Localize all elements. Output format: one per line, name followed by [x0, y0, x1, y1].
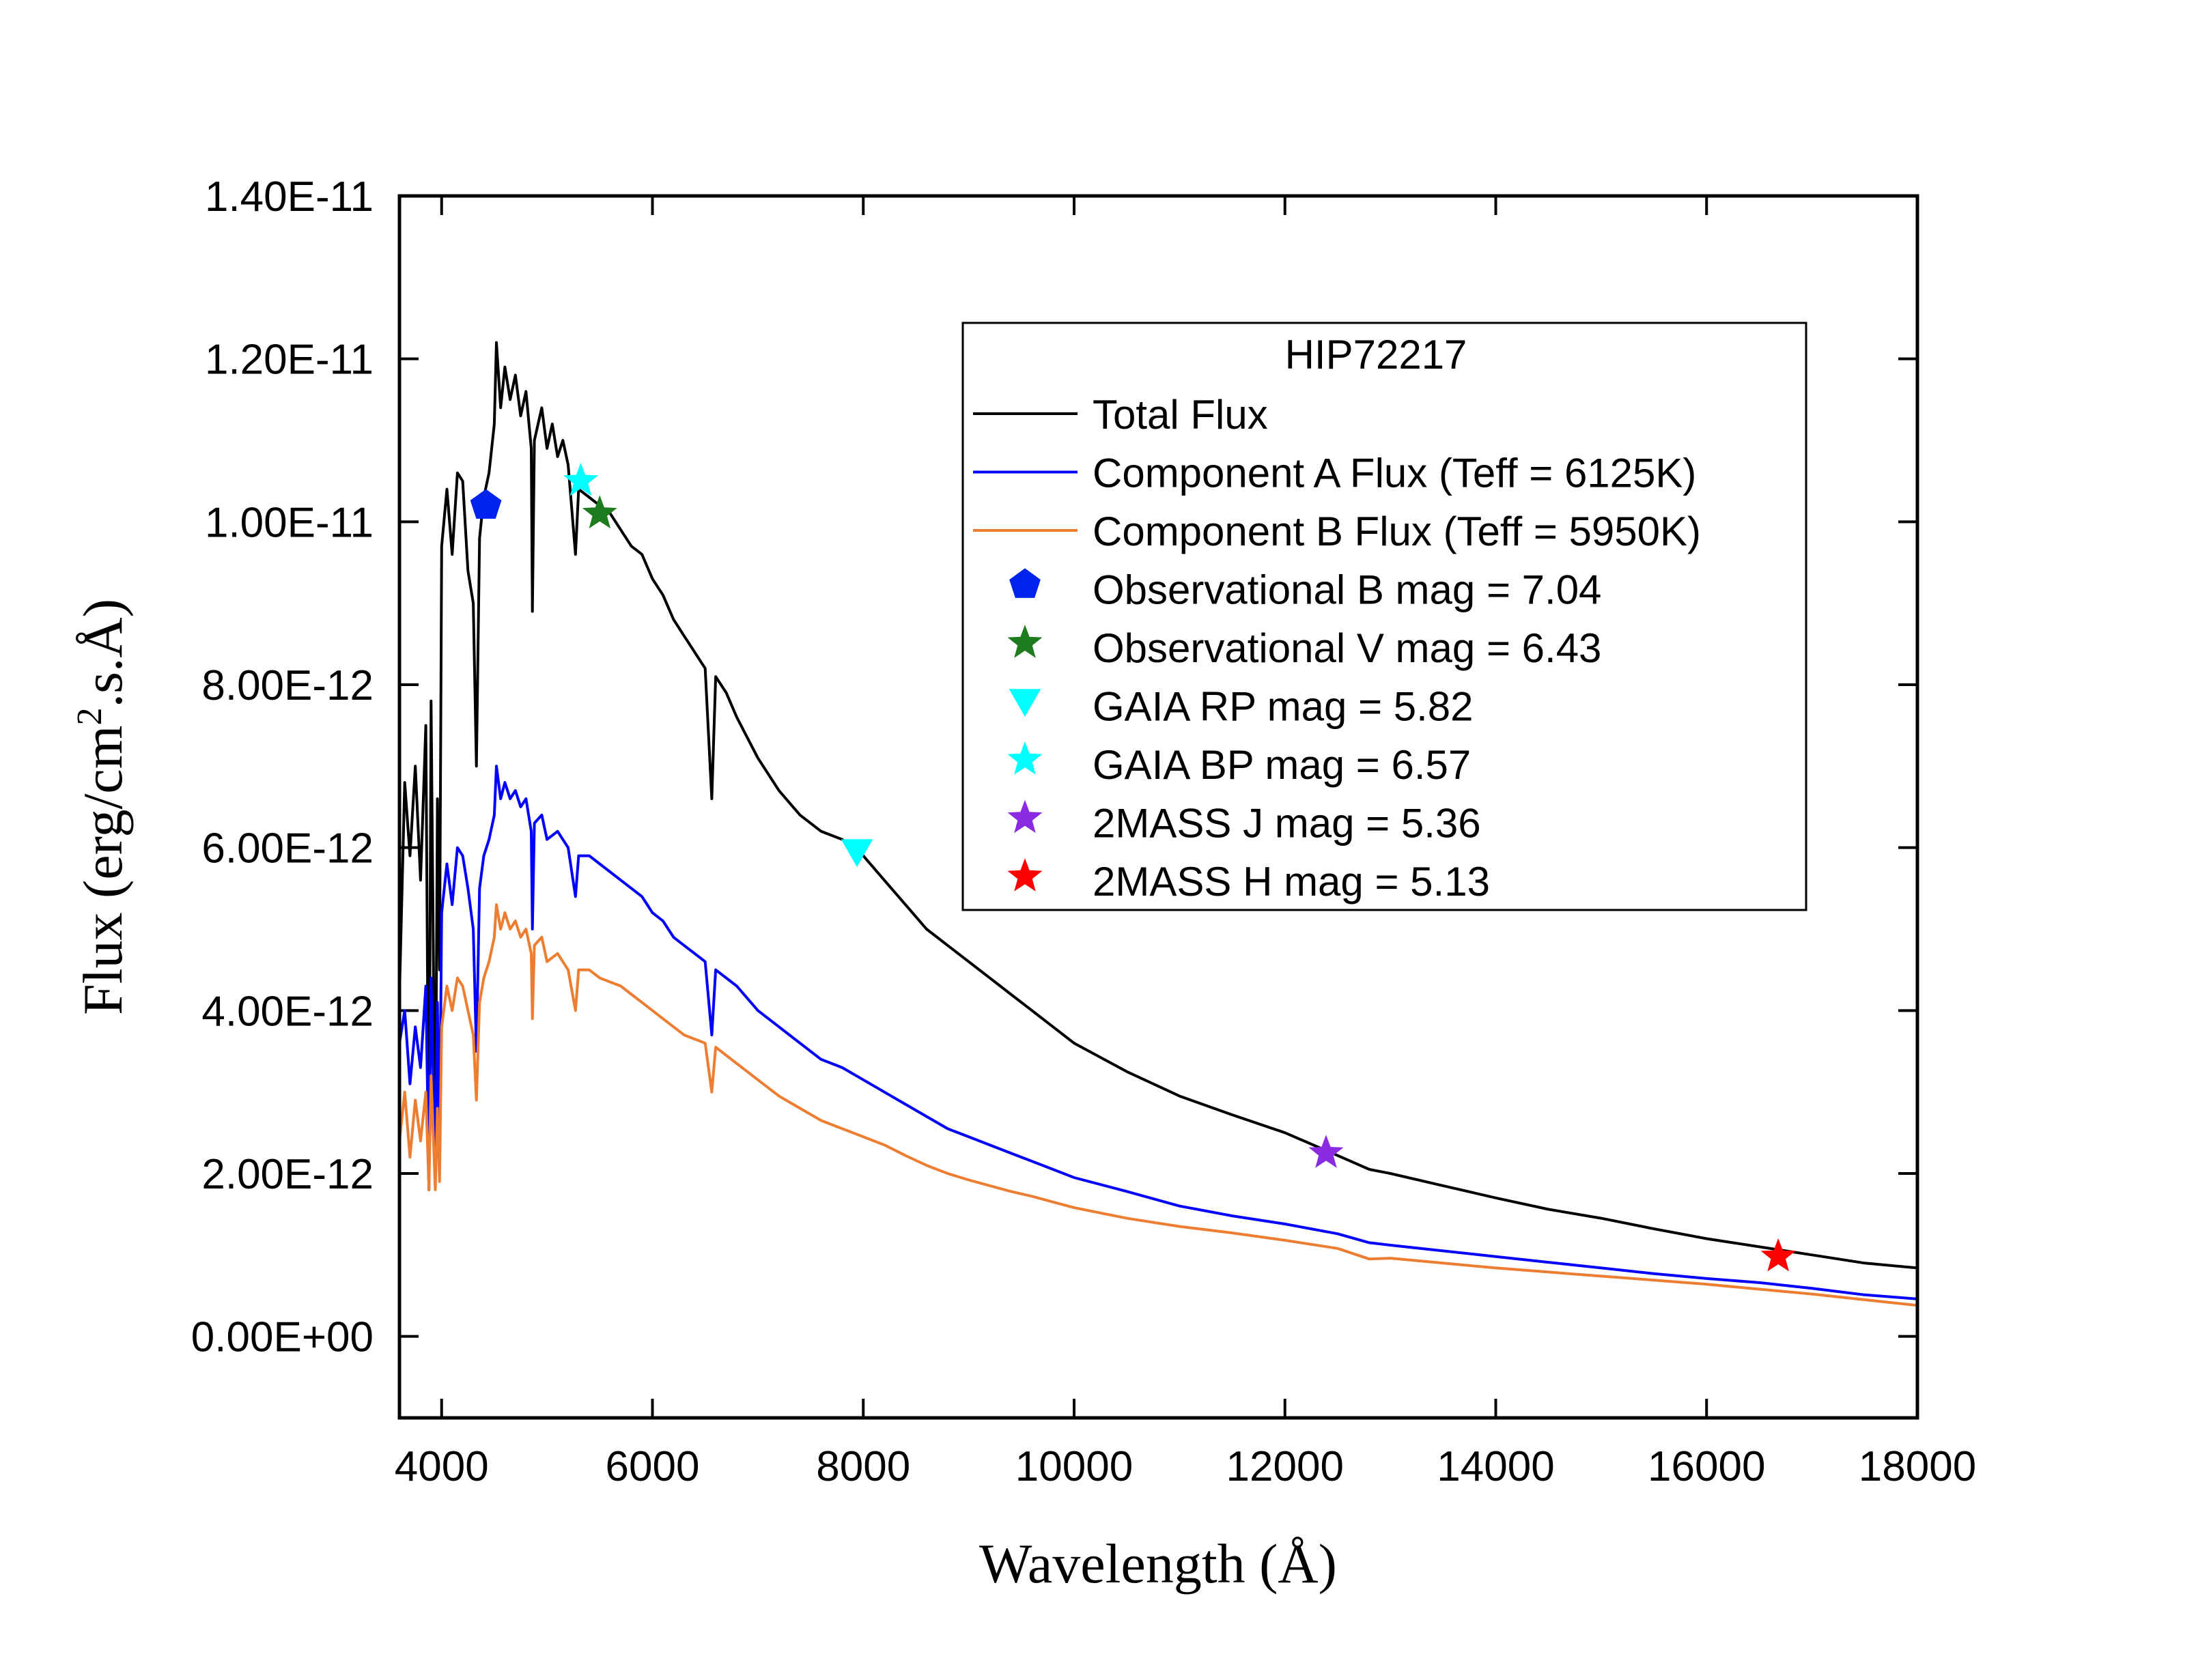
legend-box — [961, 322, 1807, 911]
y-tick-label: 1.40E-11 — [205, 173, 374, 220]
x-tick-label: 14000 — [1437, 1443, 1554, 1490]
legend: HIP72217 Total Flux Component A Flux (Tef… — [961, 322, 1807, 911]
legend-marker-swatch — [1007, 799, 1043, 834]
marker-star-5 — [1760, 1238, 1796, 1272]
legend-label: Component B Flux (Teff = 5950K) — [1093, 509, 1701, 554]
legend-label: GAIA RP mag = 5.82 — [1093, 684, 1474, 730]
x-axis-title: Wavelength (Å) — [979, 1533, 1337, 1595]
x-tick-label: 18000 — [1859, 1443, 1976, 1490]
legend-label: GAIA BP mag = 6.57 — [1093, 742, 1471, 788]
x-tick-label: 8000 — [816, 1443, 910, 1490]
x-tick-label: 6000 — [606, 1443, 700, 1490]
y-tick-label: 0.00E+00 — [191, 1314, 374, 1361]
x-tick-label: 10000 — [1015, 1443, 1133, 1490]
y-tick-label: 4.00E-12 — [201, 988, 374, 1035]
series-layer — [399, 341, 1917, 1307]
y-axis-title: Flux (erg/cm2.s.Å) — [70, 599, 134, 1015]
marker-star-1 — [582, 495, 617, 529]
legend-label: Observational B mag = 7.04 — [1093, 567, 1601, 613]
marker-layer — [470, 462, 1796, 1272]
legend-marker-swatch — [1007, 625, 1043, 658]
legend-marker-swatch — [1007, 858, 1043, 892]
y-tick-label: 1.00E-11 — [205, 499, 374, 546]
plot-frame — [397, 194, 1919, 1420]
legend-label: 2MASS H mag = 5.13 — [1093, 859, 1490, 905]
legend-label: Component A Flux (Teff = 6125K) — [1093, 451, 1696, 496]
marker-star-3 — [563, 462, 599, 496]
y-axis-title-suffix: .s.Å) — [72, 599, 134, 707]
x-axis-ticks: 4000 6000 8000 10000 12000 14000 16000 18000 — [395, 196, 1976, 1490]
legend-marker-swatch — [1009, 568, 1041, 598]
marker-pentagon-0 — [470, 489, 502, 519]
x-tick-label: 16000 — [1648, 1443, 1765, 1490]
marker-star-4 — [1308, 1135, 1344, 1168]
y-tick-label: 6.00E-12 — [201, 825, 374, 872]
x-tick-label: 12000 — [1226, 1443, 1344, 1490]
y-tick-label: 1.20E-11 — [205, 337, 374, 384]
y-axis-title-superscript: 2 — [70, 708, 109, 726]
x-tick-label: 4000 — [395, 1443, 489, 1490]
marker-triangle-down-2 — [841, 839, 873, 868]
y-axis-ticks: 0.00E+00 2.00E-12 4.00E-12 6.00E-12 8.00E-12… — [191, 173, 1917, 1361]
legend-items: Total Flux Component A Flux (Teff = 6125K… — [973, 392, 1701, 905]
y-tick-label: 2.00E-12 — [201, 1151, 374, 1198]
legend-label: Observational V mag = 6.43 — [1093, 625, 1601, 671]
legend-marker-swatch — [1007, 741, 1043, 775]
legend-label: Total Flux — [1093, 392, 1268, 438]
y-axis-title-prefix: Flux (erg/cm — [72, 726, 134, 1015]
legend-title: HIP72217 — [1285, 332, 1467, 378]
y-tick-label: 8.00E-12 — [201, 662, 374, 709]
series-line-0 — [399, 341, 1917, 1270]
series-line-2 — [399, 903, 1917, 1307]
series-line-1 — [399, 765, 1917, 1300]
legend-label: 2MASS J mag = 5.36 — [1093, 801, 1481, 846]
legend-marker-swatch — [1009, 689, 1041, 717]
